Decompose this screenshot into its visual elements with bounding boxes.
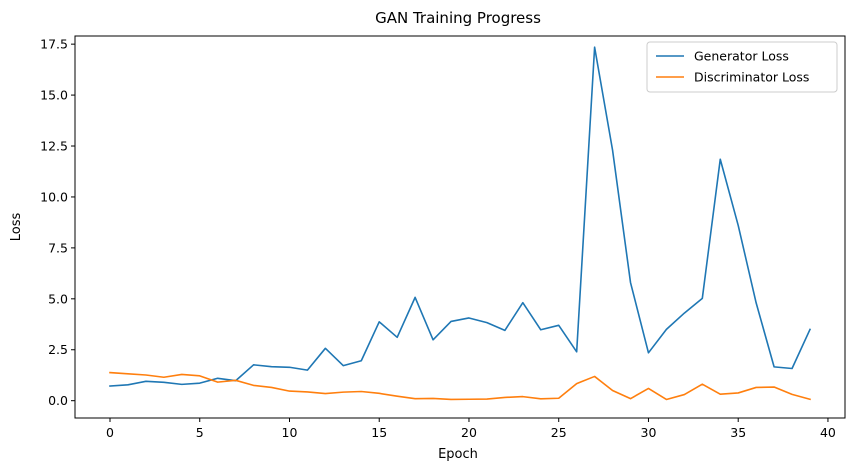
legend: Generator Loss Discriminator Loss (646, 41, 838, 93)
plot-area (109, 46, 812, 401)
y-tick-label: 5.0 (48, 291, 68, 306)
x-tick-label: 30 (641, 425, 657, 440)
x-tick-label: 15 (371, 425, 387, 440)
x-axis-label: Epoch (438, 447, 478, 462)
series-line-discriminator-loss (109, 371, 811, 401)
axes-frame (74, 35, 846, 419)
x-tick-label: 0 (106, 425, 114, 440)
x-tick-label: 35 (730, 425, 746, 440)
x-tick-label: 20 (461, 425, 477, 440)
y-tick-label: 10.0 (40, 189, 68, 204)
y-tick-label: 7.5 (48, 240, 68, 255)
y-tick-label: 12.5 (40, 139, 68, 154)
y-tick-label: 15.0 (40, 88, 68, 103)
y-tick-label: 0.0 (48, 393, 68, 408)
y-tick-label: 17.5 (40, 37, 68, 52)
x-tick-label: 25 (551, 425, 567, 440)
x-tick-label: 10 (282, 425, 298, 440)
series-line-generator-loss (109, 46, 812, 387)
y-axis-ticks: 0.0 2.5 5.0 7.5 10.0 12.5 15.0 17.5 (40, 37, 75, 408)
legend-label: Generator Loss (694, 49, 789, 64)
legend-label: Discriminator Loss (694, 70, 809, 85)
x-tick-label: 5 (196, 425, 204, 440)
x-axis-ticks: 0 5 10 15 20 25 30 35 40 (106, 418, 836, 440)
y-tick-label: 2.5 (48, 342, 68, 357)
chart-title: GAN Training Progress (375, 9, 541, 27)
x-tick-label: 40 (820, 425, 836, 440)
legend-box (646, 41, 838, 93)
y-axis-label: Loss (9, 213, 24, 242)
